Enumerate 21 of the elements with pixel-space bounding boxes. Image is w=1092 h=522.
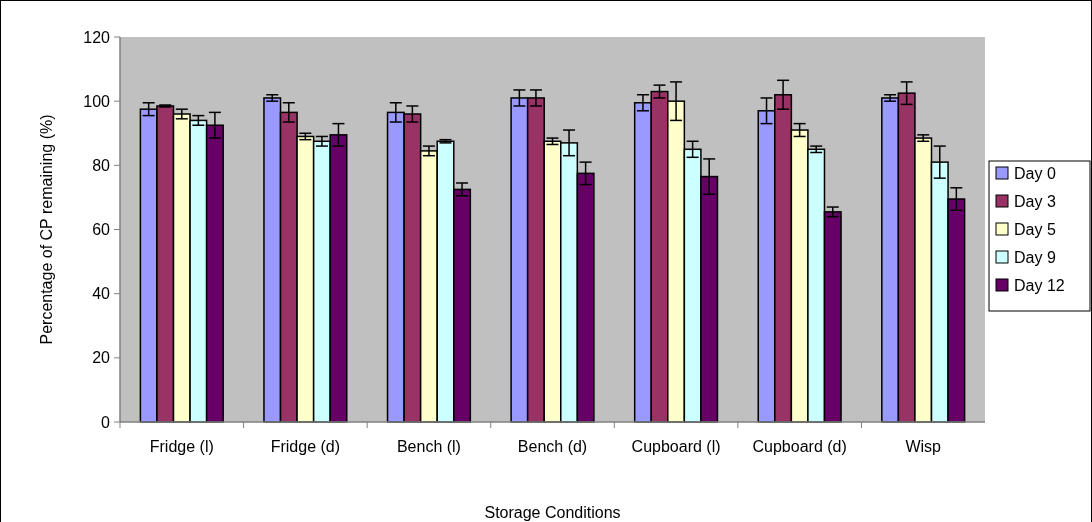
- y-tick-label: 100: [83, 92, 111, 110]
- y-axis-title: Percentage of CP remaining (%): [38, 114, 55, 345]
- x-tick-label: Fridge (l): [149, 438, 214, 455]
- x-tick-label: Cupboard (l): [631, 438, 721, 455]
- x-tick-label: Wisp: [905, 438, 942, 455]
- x-tick-label: Bench (d): [517, 438, 588, 455]
- legend-label: Day 12: [1014, 276, 1065, 294]
- y-tick-label: 20: [92, 349, 111, 367]
- x-axis-title: Storage Conditions: [484, 504, 621, 521]
- legend-label: Day 5: [1014, 220, 1056, 238]
- x-tick-label: Bench (l): [396, 438, 461, 455]
- x-tick-label: Cupboard (d): [752, 438, 847, 455]
- legend-label: Day 9: [1014, 248, 1056, 266]
- y-tick-label: 120: [83, 28, 111, 46]
- legend-label: Day 3: [1014, 192, 1056, 210]
- x-tick-label: Fridge (d): [270, 438, 341, 455]
- y-tick-label: 0: [101, 413, 111, 431]
- y-tick-label: 80: [92, 156, 111, 174]
- y-tick-label: 40: [92, 285, 111, 303]
- legend-label: Day 0: [1014, 164, 1056, 182]
- y-tick-label: 60: [92, 221, 111, 239]
